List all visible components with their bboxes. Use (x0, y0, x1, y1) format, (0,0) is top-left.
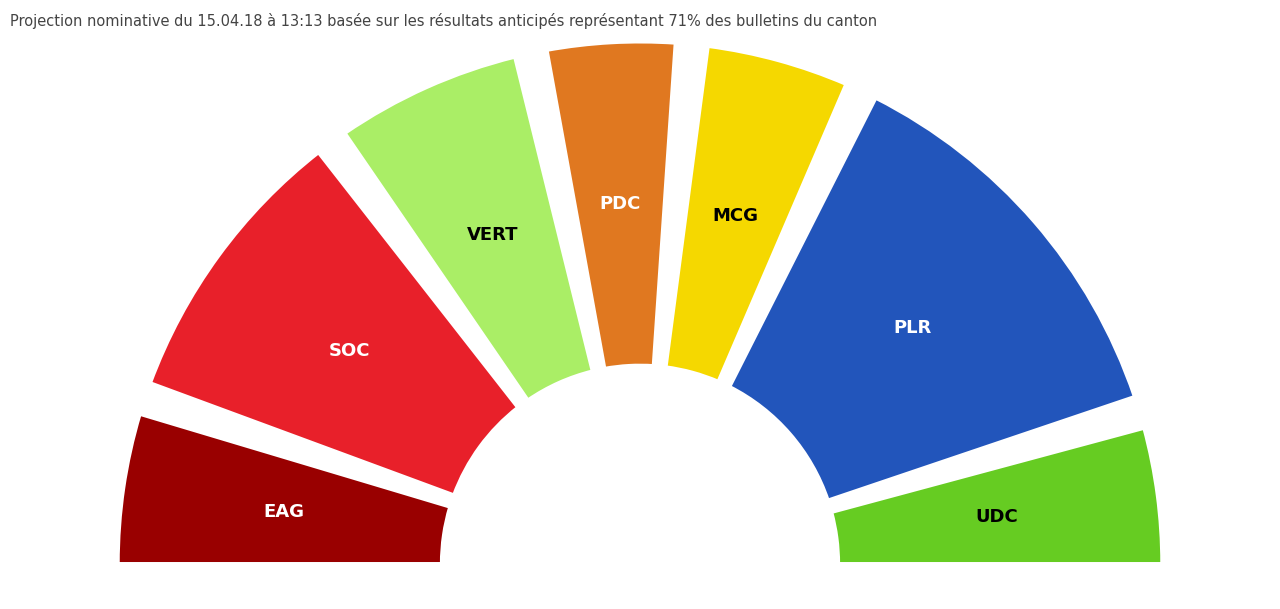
Wedge shape (832, 428, 1162, 564)
Wedge shape (118, 414, 451, 564)
Wedge shape (666, 46, 846, 381)
Wedge shape (730, 98, 1134, 500)
Text: PLR: PLR (893, 319, 932, 337)
Text: VERT: VERT (467, 226, 518, 244)
Wedge shape (150, 152, 518, 495)
Text: SOC: SOC (328, 342, 370, 361)
Text: MCG: MCG (713, 208, 759, 225)
Text: UDC: UDC (975, 507, 1019, 526)
Wedge shape (344, 57, 593, 400)
Text: PDC: PDC (599, 195, 640, 213)
Wedge shape (547, 42, 676, 368)
Text: EAG: EAG (264, 502, 305, 521)
Text: Projection nominative du 15.04.18 à 13:13 basée sur les résultats anticipés repr: Projection nominative du 15.04.18 à 13:1… (10, 13, 877, 29)
